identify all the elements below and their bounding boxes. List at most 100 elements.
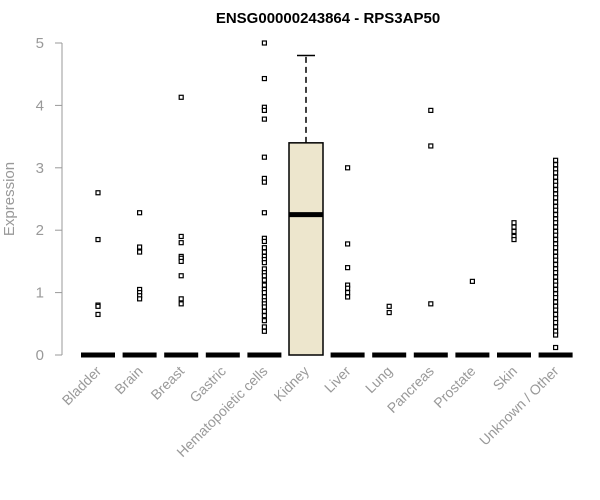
outlier-point (552, 232, 559, 238)
outlier-point (261, 328, 267, 334)
outlier-point (552, 224, 559, 230)
x-tick-label: Bladder (59, 363, 105, 409)
outlier-point (178, 301, 184, 307)
outlier-point (386, 309, 392, 316)
outlier-point (552, 324, 559, 330)
y-tick-label: 1 (36, 285, 44, 302)
outlier-point (428, 107, 434, 113)
x-tick-label: Kidney (271, 363, 313, 405)
box-group-bladder (81, 190, 115, 358)
box-group-lung (372, 303, 407, 358)
outlier-point (552, 170, 559, 176)
outlier-point (95, 303, 101, 309)
x-tick-label: Prostate (430, 363, 478, 411)
outlier-point (178, 273, 184, 279)
outlier-point (469, 278, 475, 284)
outlier-point (95, 190, 101, 196)
box-group-unknown-other (538, 157, 573, 358)
outlier-point (552, 157, 559, 163)
box-group-pancreas (413, 107, 448, 358)
box-group-prostate (455, 278, 490, 358)
outlier-point (261, 324, 267, 330)
box-group-kidney (288, 54, 324, 356)
outlier-point (178, 240, 184, 246)
x-tick-label: Breast (147, 363, 187, 403)
outlier-point (511, 236, 517, 243)
outlier-point (428, 301, 434, 307)
outlier-point (552, 182, 559, 188)
outlier-point (552, 257, 559, 263)
outlier-point (261, 260, 267, 266)
outlier-point (345, 290, 351, 296)
outlier-point (552, 307, 559, 313)
outlier-point (552, 332, 559, 338)
outlier-point (261, 282, 267, 288)
outlier-point (552, 195, 559, 201)
outlier-point (261, 179, 267, 185)
outlier-point (261, 238, 267, 245)
outlier-point (261, 290, 267, 296)
outlier-point (552, 270, 559, 276)
outlier-point (178, 296, 184, 302)
plot-area (81, 40, 573, 358)
outlier-point (552, 187, 559, 193)
box-group-liver (330, 165, 365, 358)
outlier-point (552, 220, 559, 226)
outlier-point (178, 258, 184, 264)
outlier-point (552, 299, 559, 305)
y-axis-label: Expression (1, 162, 18, 236)
outlier-point (552, 207, 559, 213)
box-group-brain (122, 210, 157, 358)
outlier-point (261, 75, 267, 82)
outlier-point (261, 313, 267, 319)
outlier-point (428, 143, 434, 149)
y-tick-label: 4 (36, 97, 44, 114)
outlier-point (261, 154, 267, 160)
outlier-point (137, 210, 143, 216)
outlier-point (178, 94, 184, 100)
outlier-point (137, 249, 143, 255)
outlier-point (552, 162, 559, 168)
x-tick-label: Liver (321, 363, 354, 396)
box-group-skin (497, 220, 531, 358)
outlier-point (552, 286, 559, 293)
outlier-point (261, 249, 267, 255)
outlier-point (345, 265, 351, 271)
outlier-point (345, 241, 351, 247)
outlier-point (261, 245, 267, 251)
outlier-point (552, 245, 559, 251)
outlier-point (137, 244, 143, 250)
outlier-point (552, 282, 559, 288)
y-tick-label: 3 (36, 160, 44, 177)
outlier-point (178, 233, 184, 240)
outlier-point (261, 273, 267, 279)
outlier-point (552, 311, 559, 318)
outlier-point (552, 212, 559, 218)
outlier-point (261, 308, 267, 314)
outlier-point (552, 344, 559, 351)
outlier-point (95, 236, 101, 243)
outlier-point (261, 116, 267, 122)
box (288, 142, 324, 356)
box-group-breast (164, 94, 199, 358)
outlier-point (552, 249, 559, 255)
box-group-hematopoietic-cells (247, 40, 282, 358)
x-tick-label: Lung (362, 363, 395, 396)
y-axis: 0 1 2 3 4 5 (36, 35, 63, 364)
y-tick-label: 2 (36, 222, 44, 239)
outlier-point (95, 311, 101, 318)
chart-title: ENSG00000243864 - RPS3AP50 (216, 10, 440, 27)
outlier-point (261, 318, 267, 324)
outlier-point (511, 228, 517, 235)
outlier-point (552, 174, 559, 180)
outlier-point (345, 294, 351, 300)
outlier-point (261, 210, 267, 216)
outlier-point (552, 261, 559, 268)
outlier-point (511, 220, 517, 226)
outlier-point (261, 304, 267, 310)
outlier-point (137, 296, 143, 302)
outlier-point (552, 274, 559, 280)
outlier-point (386, 303, 392, 309)
